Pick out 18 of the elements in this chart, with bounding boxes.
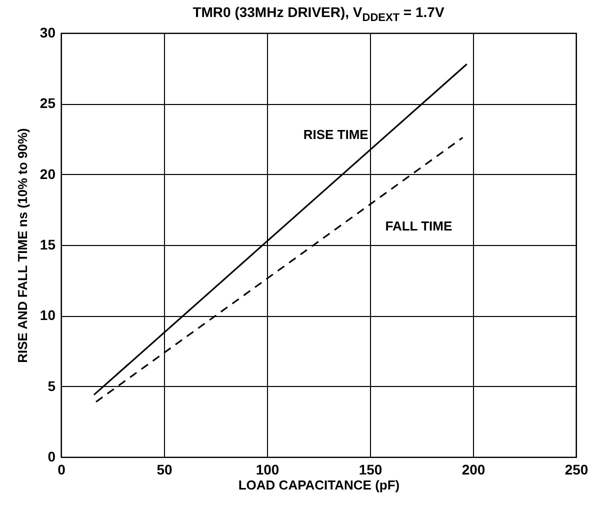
x-tick-label: 50 — [156, 462, 172, 478]
y-axis-title: RISE AND FALL TIME ns (10% to 90%) — [14, 128, 30, 363]
x-tick-label: 200 — [462, 462, 486, 478]
x-tick-label: 100 — [256, 462, 280, 478]
y-tick-label: 5 — [48, 378, 56, 394]
y-tick-label: 20 — [40, 166, 56, 182]
y-tick-label: 15 — [40, 236, 56, 252]
y-tick-label: 25 — [40, 95, 56, 112]
x-axis-title: LOAD CAPACITANCE (pF) — [238, 478, 400, 492]
series-label: FALL TIME — [385, 218, 452, 234]
y-tick-label: 10 — [40, 307, 56, 324]
chart-title: TMR0 (33MHz DRIVER), V$_{DDEXT}$ = 1.7V — [192, 4, 446, 24]
y-tick-label: 30 — [40, 24, 56, 40]
x-tick-label: 150 — [358, 462, 382, 478]
x-tick-label: 0 — [58, 462, 66, 478]
y-tick-label: 0 — [48, 448, 56, 464]
x-tick-label: 250 — [564, 462, 588, 478]
series-label: RISE TIME — [303, 127, 369, 142]
